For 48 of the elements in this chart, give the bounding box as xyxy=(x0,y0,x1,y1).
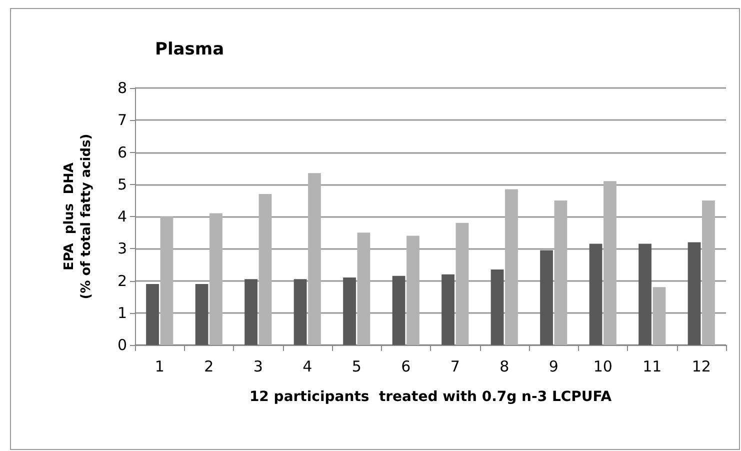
x-tick-label: 12 xyxy=(692,358,711,376)
bar xyxy=(456,222,469,345)
bar xyxy=(406,236,420,345)
bar xyxy=(688,242,701,345)
bar xyxy=(589,244,602,345)
bar xyxy=(540,250,553,345)
bar xyxy=(490,270,504,345)
y-tick-label: 6 xyxy=(117,143,127,162)
x-tick-label: 9 xyxy=(548,358,558,376)
bar xyxy=(652,287,666,345)
bar xyxy=(146,284,159,345)
bar xyxy=(505,189,518,345)
x-tick-label: 5 xyxy=(352,358,362,376)
x-tick-label: 10 xyxy=(593,358,612,376)
y-tick-label: 3 xyxy=(117,240,127,258)
bar xyxy=(554,200,568,345)
y-axis-title: EPA plus DHA (% of total fatty acids) xyxy=(62,134,94,300)
y-tick-label: 8 xyxy=(117,79,127,97)
x-tick-label: 3 xyxy=(253,358,263,376)
bar xyxy=(294,279,307,345)
y-tick-label: 7 xyxy=(117,111,127,130)
bar xyxy=(195,284,208,345)
x-tick-label: 2 xyxy=(204,358,214,376)
bar xyxy=(392,276,406,345)
bar xyxy=(258,194,272,345)
y-tick-label: 1 xyxy=(117,304,127,322)
y-tick-label: 5 xyxy=(117,175,127,194)
x-tick-label: 6 xyxy=(401,358,411,376)
bar xyxy=(210,213,222,345)
bar xyxy=(160,216,174,345)
y-tick-label: 2 xyxy=(117,272,127,290)
bar xyxy=(343,278,356,345)
bar xyxy=(638,244,652,345)
x-tick-label: 11 xyxy=(642,358,662,376)
y-tick-label: 4 xyxy=(117,208,127,226)
x-axis-title: 12 participants treated with 0.7g n-3 LCPUFA xyxy=(249,389,612,405)
bar xyxy=(604,181,616,345)
x-tick-label: 7 xyxy=(450,358,460,376)
bar xyxy=(244,279,258,345)
bar xyxy=(442,274,454,345)
x-tick-label: 1 xyxy=(154,358,164,376)
y-tick-label: 0 xyxy=(117,336,127,354)
x-tick-label: 8 xyxy=(500,358,510,376)
chart-title: Plasma xyxy=(155,40,224,60)
bar xyxy=(308,173,321,345)
bar xyxy=(357,232,370,345)
x-tick-label: 4 xyxy=(302,358,312,376)
bar xyxy=(702,200,715,345)
